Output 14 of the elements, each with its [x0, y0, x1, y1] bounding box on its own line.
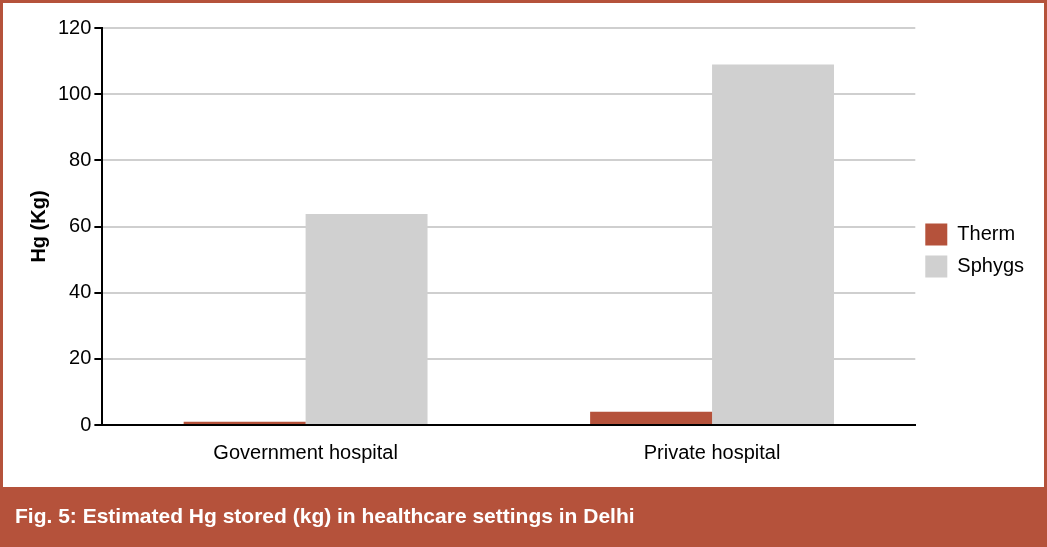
legend-label: Sphygs — [957, 254, 1025, 277]
bar — [590, 411, 713, 424]
y-tick-label: 40 — [69, 280, 92, 303]
y-tick-label: 60 — [69, 214, 92, 237]
x-tick-label: Government hospital — [213, 440, 398, 463]
y-tick-label: 0 — [80, 412, 92, 435]
text: Fig. 5: Estimated Hg stored (kg) in healthcare settings in Delhi — [3, 487, 1044, 544]
x-tick-label: Private hospital — [643, 440, 781, 463]
y-tick-label: 120 — [57, 15, 92, 38]
legend-label: Therm — [957, 222, 1016, 245]
y-tick-label: 20 — [69, 346, 92, 369]
y-tick-label: 100 — [57, 81, 92, 104]
y-tick-label: 80 — [69, 147, 92, 170]
y-axis-title: Hg (Kg) — [26, 190, 49, 263]
